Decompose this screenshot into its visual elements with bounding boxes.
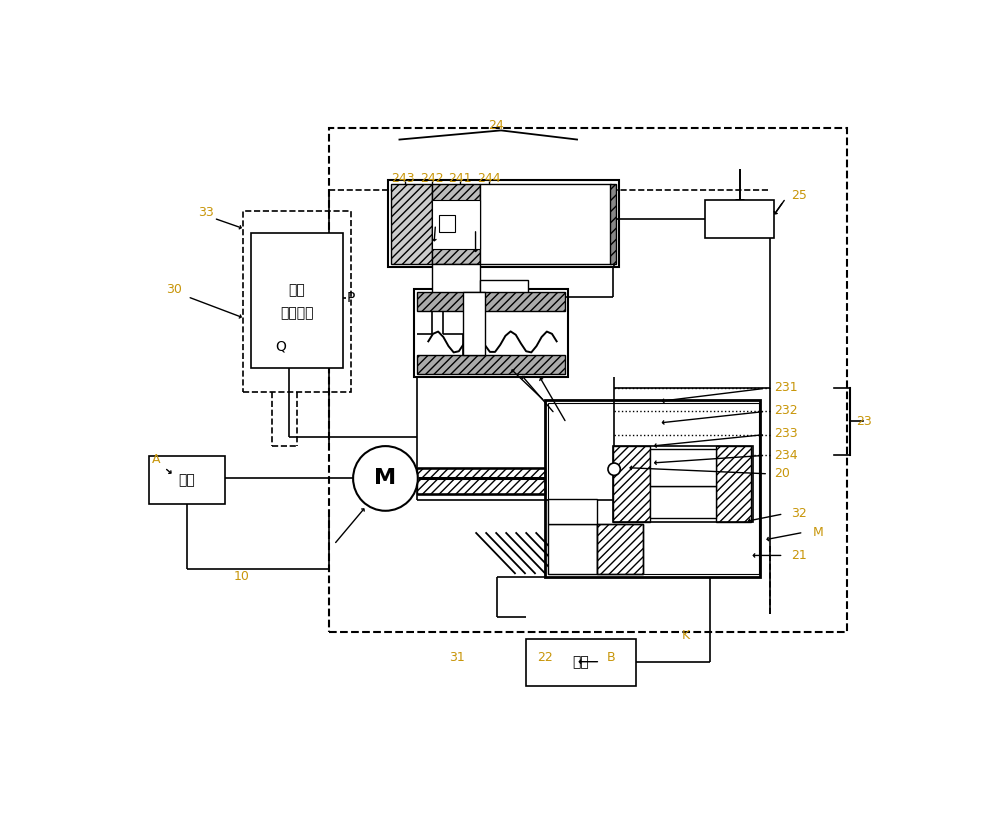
Bar — [650, 449, 716, 486]
Bar — [597, 524, 643, 574]
Text: M: M — [374, 468, 397, 488]
Text: P: P — [346, 291, 355, 305]
Bar — [432, 200, 480, 249]
Text: 233: 233 — [774, 427, 798, 440]
Bar — [545, 400, 760, 577]
Circle shape — [608, 463, 620, 476]
Text: 234: 234 — [774, 449, 798, 461]
Bar — [610, 184, 616, 265]
Bar — [526, 638, 636, 686]
Bar — [432, 184, 480, 265]
Text: 232: 232 — [774, 404, 798, 417]
Bar — [414, 289, 568, 377]
Text: 231: 231 — [774, 381, 798, 394]
Text: Q: Q — [275, 339, 286, 353]
Bar — [432, 265, 480, 309]
Bar — [439, 215, 455, 232]
Text: 32: 32 — [791, 507, 807, 520]
Bar — [650, 486, 716, 519]
Text: 23: 23 — [856, 415, 872, 428]
Bar — [417, 355, 565, 374]
Text: A: A — [152, 453, 161, 466]
Bar — [388, 179, 619, 267]
Text: 10: 10 — [234, 570, 250, 583]
Text: 22: 22 — [537, 651, 553, 663]
Circle shape — [353, 446, 418, 510]
Bar — [597, 524, 643, 574]
Bar — [613, 446, 753, 521]
Bar — [417, 292, 565, 310]
Bar — [480, 184, 611, 265]
Bar — [329, 128, 847, 632]
Text: 油箱: 油箱 — [573, 656, 589, 670]
Text: 电源: 电源 — [178, 473, 195, 487]
Bar — [716, 446, 751, 521]
Text: 30: 30 — [166, 282, 182, 295]
Text: 33: 33 — [198, 206, 214, 218]
Text: 244: 244 — [477, 172, 501, 184]
Bar — [391, 184, 432, 265]
Text: 20: 20 — [774, 467, 790, 481]
Bar — [548, 403, 759, 574]
Bar — [480, 280, 528, 309]
Text: 24: 24 — [488, 120, 503, 132]
Bar — [548, 524, 597, 574]
Text: 242: 242 — [420, 172, 444, 184]
Text: 31: 31 — [449, 651, 465, 663]
Text: 25: 25 — [791, 189, 807, 203]
Bar — [463, 292, 485, 355]
Text: 控制单元: 控制单元 — [280, 306, 314, 320]
Bar — [251, 232, 343, 368]
Text: 21: 21 — [791, 549, 807, 562]
Text: 241: 241 — [449, 172, 472, 184]
Bar — [417, 467, 545, 494]
Bar — [548, 499, 597, 524]
Bar — [243, 212, 351, 393]
Text: M: M — [813, 526, 824, 539]
Text: 功率: 功率 — [289, 284, 305, 298]
Text: 243: 243 — [391, 172, 414, 184]
Text: B: B — [606, 651, 615, 663]
Bar — [613, 446, 650, 521]
Bar — [705, 200, 774, 238]
Bar — [149, 457, 225, 504]
Text: K: K — [682, 629, 690, 642]
